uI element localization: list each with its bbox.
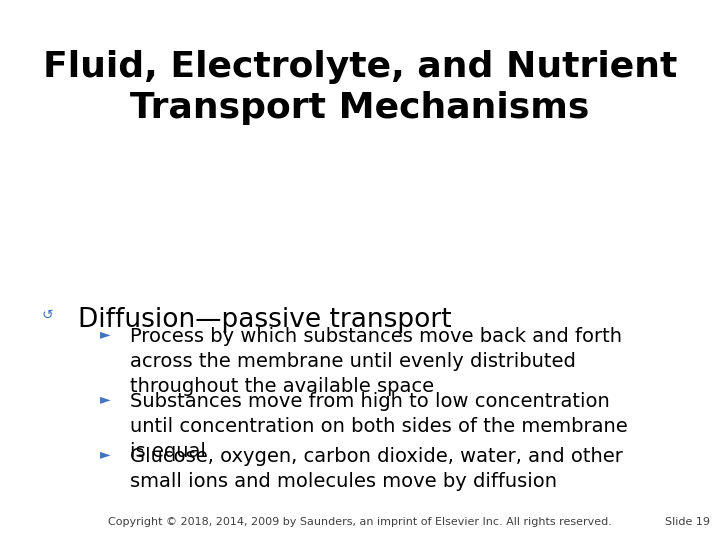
Text: Substances move from high to low concentration
until concentration on both sides: Substances move from high to low concent… bbox=[130, 392, 628, 461]
Text: Slide 19: Slide 19 bbox=[665, 517, 710, 527]
Text: Process by which substances move back and forth
across the membrane until evenly: Process by which substances move back an… bbox=[130, 327, 622, 396]
Text: ►: ► bbox=[100, 327, 111, 341]
Text: ↺: ↺ bbox=[42, 308, 53, 322]
Text: ►: ► bbox=[100, 447, 111, 461]
Text: Glucose, oxygen, carbon dioxide, water, and other
small ions and molecules move : Glucose, oxygen, carbon dioxide, water, … bbox=[130, 447, 623, 491]
Text: Copyright © 2018, 2014, 2009 by Saunders, an imprint of Elsevier Inc. All rights: Copyright © 2018, 2014, 2009 by Saunders… bbox=[108, 517, 612, 527]
Text: Fluid, Electrolyte, and Nutrient
Transport Mechanisms: Fluid, Electrolyte, and Nutrient Transpo… bbox=[42, 50, 678, 125]
Text: Diffusion—passive transport: Diffusion—passive transport bbox=[78, 307, 451, 333]
Text: ►: ► bbox=[100, 392, 111, 406]
